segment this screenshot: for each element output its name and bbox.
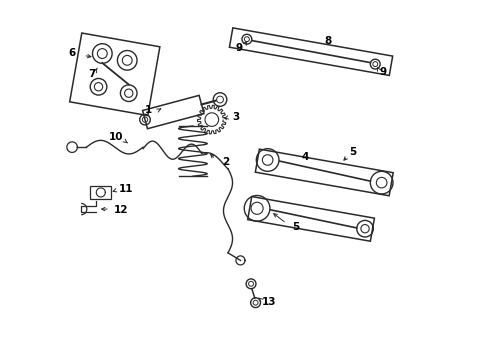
Text: 9: 9: [236, 43, 243, 53]
Text: 7: 7: [88, 69, 96, 79]
Text: 10: 10: [109, 132, 123, 142]
Text: 4: 4: [302, 152, 309, 162]
Text: 5: 5: [293, 222, 299, 232]
Text: 2: 2: [222, 157, 229, 167]
Bar: [90, 186, 111, 199]
Text: 13: 13: [262, 297, 277, 307]
Text: 12: 12: [114, 205, 128, 215]
Text: 3: 3: [232, 112, 239, 122]
Text: 11: 11: [119, 184, 133, 194]
Text: 9: 9: [379, 67, 386, 77]
Text: 6: 6: [69, 48, 76, 58]
Text: 5: 5: [349, 148, 356, 157]
Text: 8: 8: [324, 36, 332, 46]
Text: 1: 1: [145, 105, 152, 115]
